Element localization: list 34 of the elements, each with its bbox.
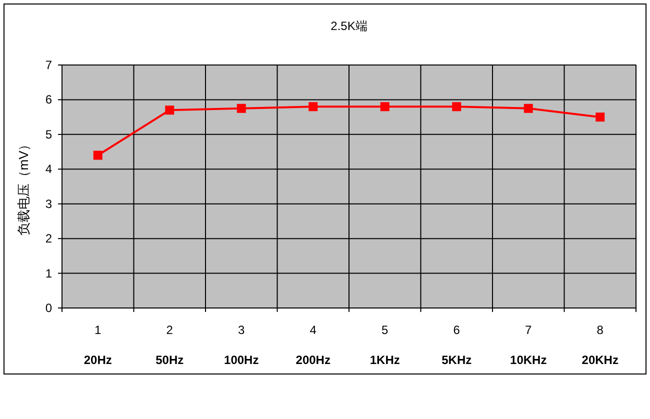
text: 100Hz	[224, 353, 259, 367]
x-tick-label: 4	[310, 323, 317, 337]
x-tick-label: 6	[453, 323, 460, 337]
point	[236, 104, 246, 113]
x-tick-label: 8	[596, 323, 604, 337]
x-tick-label: 7	[525, 323, 532, 337]
y-tick-label: 3	[45, 196, 52, 211]
point	[452, 102, 462, 112]
y-tick-label: 4	[45, 162, 52, 176]
y-tick-label: 7	[45, 58, 52, 72]
point	[596, 112, 605, 122]
x-tick-label: 2	[166, 323, 174, 337]
text: 20Hz	[84, 353, 112, 367]
x-tick-label: 5	[382, 323, 389, 337]
y-tick-label: 6	[45, 92, 52, 107]
point	[380, 102, 390, 112]
y-tick-label: 5	[45, 127, 52, 142]
x-tick-label: 3	[238, 323, 246, 337]
y-tick-label: 0	[45, 301, 52, 315]
text: 20KHz	[582, 353, 618, 367]
chart-title: 2.5K端	[330, 19, 368, 33]
point	[308, 102, 318, 112]
text: 50Hz	[156, 353, 184, 367]
point	[524, 104, 533, 113]
text: 1KHz	[370, 353, 400, 367]
y-tick-label: 1	[45, 266, 52, 280]
point	[93, 150, 102, 160]
point	[165, 106, 174, 115]
x-tick-label: 1	[94, 323, 102, 337]
text: 200Hz	[296, 353, 330, 367]
y-axis-title: 负载电压（mV）	[16, 138, 31, 236]
y-tick-label: 2	[45, 232, 52, 246]
text: 5KHz	[442, 353, 472, 367]
text: 10KHz	[510, 353, 547, 367]
